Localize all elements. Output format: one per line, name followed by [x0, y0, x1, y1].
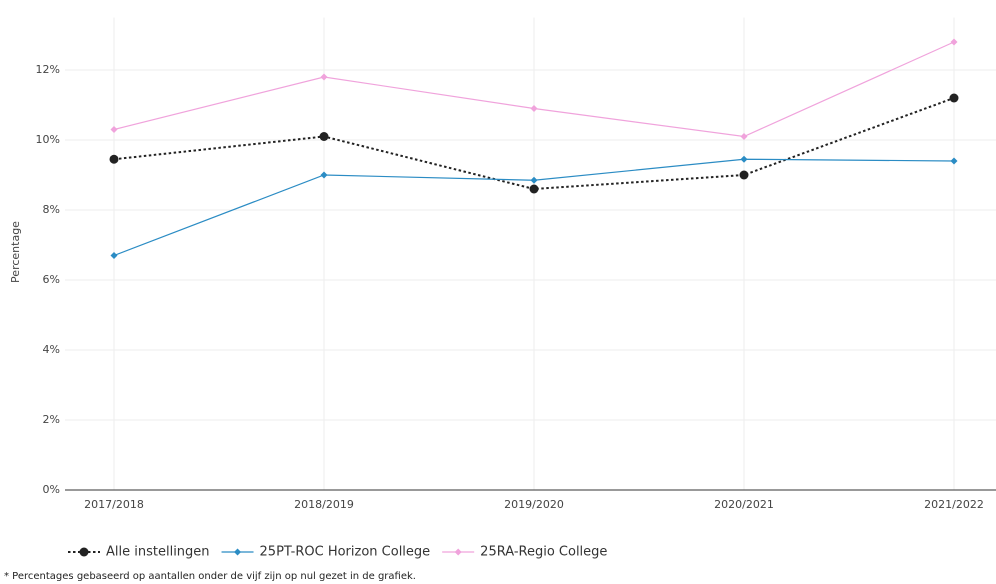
- legend-label: 25RA-Regio College: [480, 545, 607, 560]
- data-point: [740, 133, 748, 140]
- data-point: [320, 171, 328, 179]
- y-tick-label: 2%: [43, 413, 60, 426]
- x-tick-label: 2018/2019: [294, 498, 354, 511]
- y-tick-label: 6%: [43, 273, 60, 286]
- footnote: * Percentages gebaseerd op aantallen ond…: [4, 571, 416, 582]
- x-tick-label: 2021/2022: [924, 498, 984, 511]
- data-point: [109, 154, 119, 164]
- legend-marker: [234, 548, 242, 556]
- y-tick-label: 8%: [43, 203, 60, 216]
- data-point: [530, 105, 538, 112]
- data-point: [949, 93, 959, 103]
- y-tick-label: 10%: [36, 133, 60, 146]
- legend-marker: [79, 547, 89, 557]
- legend-label: 25PT-ROC Horizon College: [260, 545, 431, 560]
- y-tick-label: 0%: [43, 483, 60, 496]
- data-point: [740, 155, 748, 163]
- x-tick-label: 2020/2021: [714, 498, 774, 511]
- data-point: [530, 176, 538, 184]
- data-point: [110, 252, 118, 259]
- legend-label: Alle instellingen: [106, 545, 210, 560]
- y-tick-label: 4%: [43, 343, 60, 356]
- x-tick-label: 2019/2020: [504, 498, 564, 511]
- y-tick-label: 12%: [36, 63, 60, 76]
- x-tick-label: 2017/2018: [84, 498, 144, 511]
- data-point: [950, 157, 958, 165]
- y-axis-label: Percentage: [9, 221, 22, 283]
- series-line: [113, 97, 955, 191]
- data-point: [110, 126, 118, 133]
- data-point: [529, 184, 539, 194]
- data-point: [319, 132, 329, 141]
- data-point: [950, 38, 958, 46]
- data-point: [320, 73, 328, 81]
- data-point: [739, 170, 749, 180]
- legend-marker: [454, 548, 462, 556]
